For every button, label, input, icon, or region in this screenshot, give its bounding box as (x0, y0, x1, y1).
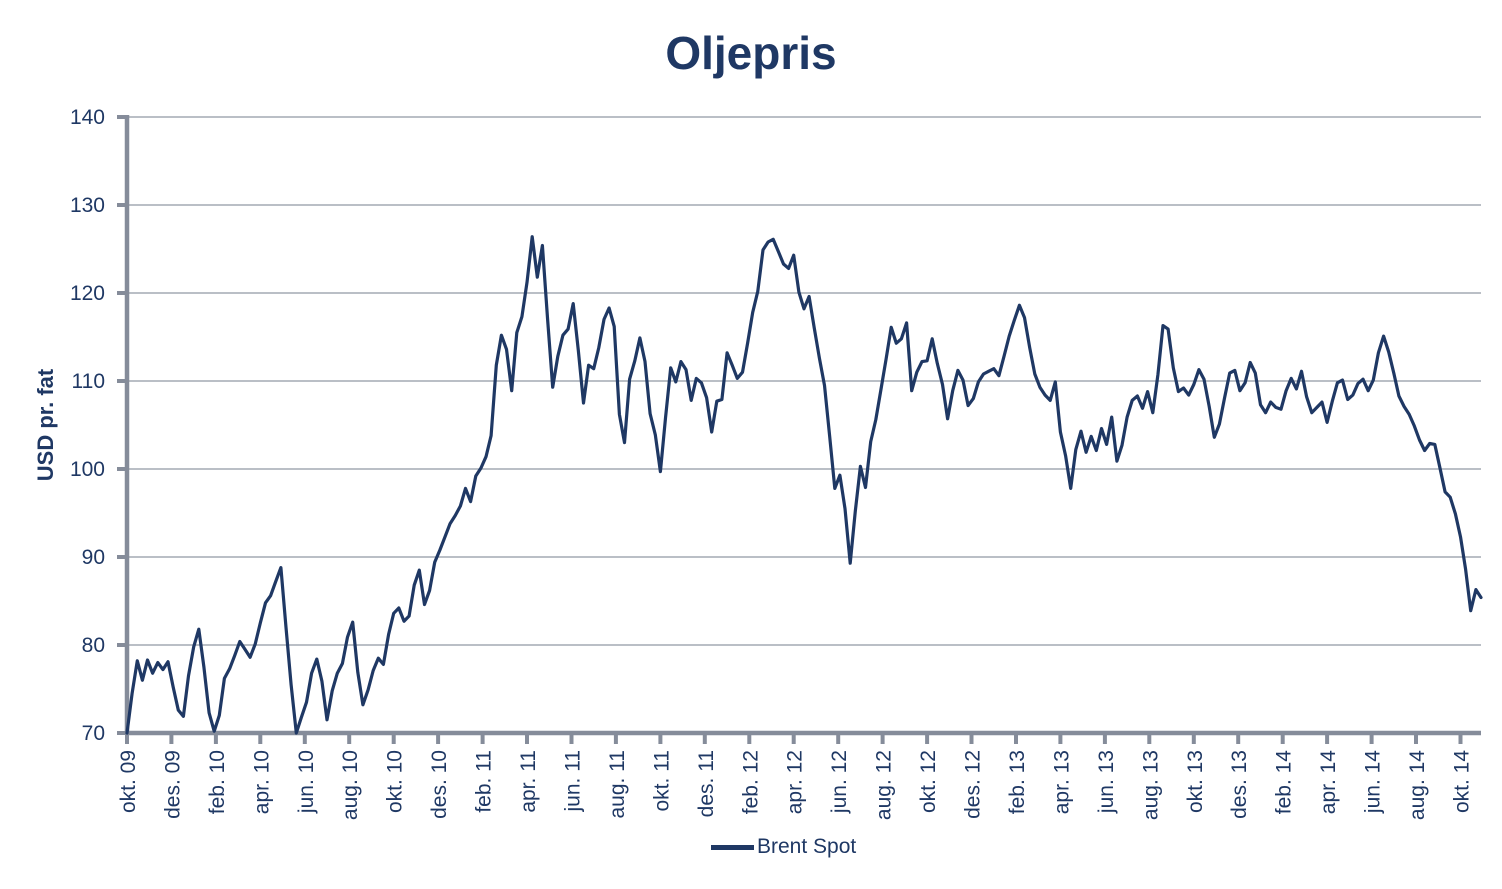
x-tick-label: aug. 12 (873, 750, 896, 820)
y-tick-label: 100 (70, 458, 105, 481)
x-tick-label: feb. 12 (739, 750, 762, 814)
x-tick-label: des. 13 (1228, 750, 1251, 819)
y-tick-label: 120 (70, 282, 105, 305)
x-tick-label: aug. 14 (1406, 750, 1429, 820)
x-tick-label: aug. 13 (1139, 750, 1162, 820)
x-tick-label: okt. 09 (117, 750, 140, 813)
x-tick-label: okt. 11 (650, 750, 673, 811)
x-tick-label: des. 09 (161, 750, 184, 819)
x-tick-label: jun. 12 (828, 750, 851, 814)
x-tick-label: apr. 13 (1050, 750, 1073, 814)
x-tick-label: jun. 10 (295, 750, 318, 814)
x-tick-label: feb. 11 (473, 750, 496, 813)
y-tick-label: 90 (82, 546, 105, 569)
x-tick-label: aug. 11 (606, 750, 629, 819)
legend: Brent Spot (711, 832, 856, 862)
x-tick-label: apr. 12 (784, 750, 807, 814)
chart-title: Oljepris (665, 27, 837, 79)
x-tick-label: des. 11 (695, 750, 718, 817)
y-tick-label: 110 (72, 370, 105, 393)
x-tick-label: jun. 14 (1362, 750, 1385, 814)
x-tick-label: feb. 13 (1006, 750, 1029, 814)
x-tick-label: apr. 10 (250, 750, 273, 814)
x-tick-label: okt. 13 (1184, 750, 1207, 813)
x-tick-label: feb. 14 (1273, 750, 1296, 815)
x-tick-label: apr. 11 (517, 750, 540, 813)
y-tick-label: 80 (82, 634, 105, 657)
x-tick-label: jun. 11 (562, 750, 585, 813)
y-tick-label: 70 (82, 722, 105, 745)
x-tick-label: okt. 10 (384, 750, 407, 813)
x-tick-label: aug. 10 (339, 750, 362, 820)
x-tick-label: des. 12 (962, 750, 985, 819)
legend-line-swatch (711, 844, 754, 850)
y-tick-label: 140 (70, 106, 105, 129)
x-tick-label: des. 10 (428, 750, 451, 819)
legend-label: Brent Spot (757, 835, 857, 858)
x-tick-label: okt. 14 (1451, 750, 1474, 813)
x-tick-label: jun. 13 (1095, 750, 1118, 814)
x-tick-label: apr. 14 (1317, 750, 1340, 815)
x-tick-label: feb. 10 (206, 750, 229, 814)
series-line (125, 235, 1483, 735)
y-tick-label: 130 (70, 194, 105, 217)
x-tick-label: okt. 12 (917, 750, 940, 813)
